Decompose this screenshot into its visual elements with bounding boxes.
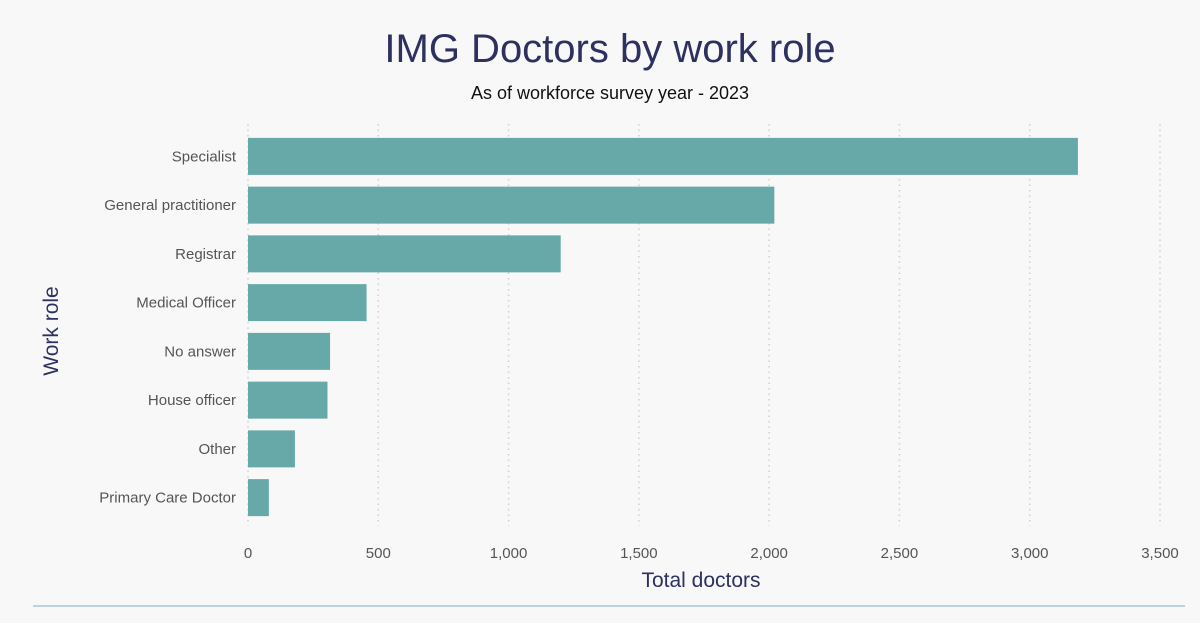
x-tick-label: 2,500 [881, 545, 919, 562]
bar [248, 235, 561, 273]
bar [248, 284, 367, 322]
bar [248, 332, 331, 370]
bar [248, 186, 775, 224]
bar [248, 430, 295, 468]
x-axis-label: Total doctors [641, 569, 760, 592]
gridlines [247, 124, 1161, 526]
bar [248, 479, 269, 517]
x-tick-labels: 0 500 1,000 1,500 2,000 2,500 3,000 3,500 [244, 545, 1179, 562]
x-tick-label: 3,000 [1011, 545, 1049, 562]
bar [248, 381, 328, 419]
y-tick-label: Primary Care Doctor [99, 490, 236, 507]
x-tick-label: 2,000 [750, 545, 788, 562]
chart-subtitle: As of workforce survey year - 2023 [471, 83, 749, 103]
y-axis-label: Work role [40, 286, 63, 375]
y-tick-label: No answer [164, 343, 236, 360]
bar [248, 137, 1078, 175]
y-tick-label: Other [198, 441, 236, 458]
y-tick-label: General practitioner [104, 197, 236, 214]
x-tick-label: 500 [366, 545, 391, 562]
y-tick-label: Medical Officer [136, 295, 236, 312]
x-tick-label: 3,500 [1141, 545, 1179, 562]
x-tick-label: 1,500 [620, 545, 658, 562]
bars [248, 137, 1078, 517]
y-tick-labels: Specialist General practitioner Registrar M… [99, 148, 237, 506]
y-tick-label: Specialist [172, 148, 237, 165]
y-tick-label: House officer [148, 392, 236, 409]
y-tick-label: Registrar [175, 246, 236, 263]
chart-title: IMG Doctors by work role [384, 27, 835, 71]
x-tick-label: 1,000 [490, 545, 528, 562]
x-tick-label: 0 [244, 545, 252, 562]
